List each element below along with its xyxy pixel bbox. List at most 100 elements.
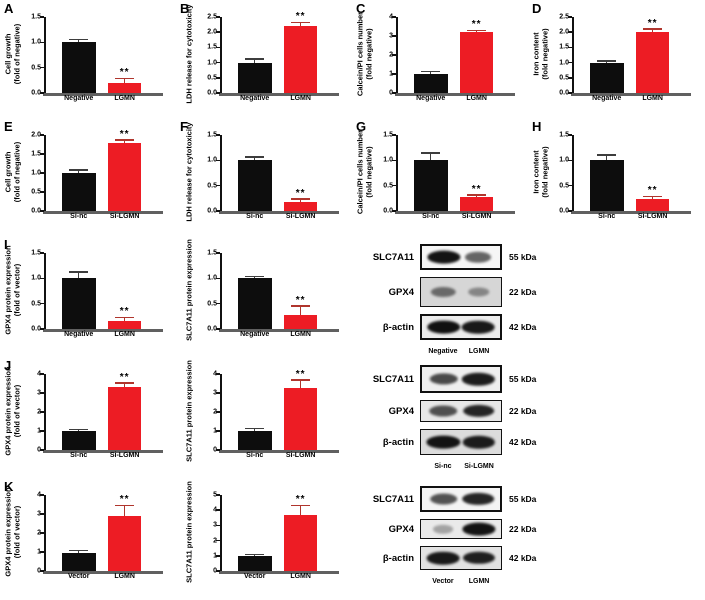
blot-lane-box [420,365,502,393]
protein-band-negative [431,287,456,297]
bar-negative [589,62,624,93]
y-axis-line [220,374,222,450]
y-tick-label: 0 [37,568,41,575]
y-axis-label-text: Calcein/PI cells number (fold negative) [356,12,375,96]
y-axis-label-line: Cell growth [3,151,13,193]
lane-label-negative: Negative [428,348,458,355]
x-category-lgmn: LGMN [114,573,135,580]
x-axis-category-labels: Si-nc Si-LGMN [572,211,684,224]
y-axis-tick [216,570,220,572]
molecular-weight-label: 55 kDa [509,374,537,384]
significance-stars: ** [647,185,658,197]
y-tick-label: 3 [389,33,393,40]
error-bar-stem [254,429,256,431]
western-blot-sinc-silgmn: SLC7A11 55 kDa GPX4 22 kDa β-actin 42 kDa Si-n… [356,365,601,474]
y-axis-label-line: (fold negative) [365,146,374,198]
x-category-si-nc: Si-nc [598,213,616,220]
significance-stars: ** [295,187,306,199]
error-bar-cap [643,28,663,30]
bar-negative [413,74,448,93]
blot-protein-label: β-actin [382,552,414,564]
y-axis-tick [40,252,44,254]
error-bar-cap [291,505,311,507]
plot-column: ** Si-nc Si-LGMN [568,134,691,224]
lane-label-vector: Vector [432,578,454,585]
plot-area: ** [40,371,163,453]
protein-band-si-nc [429,373,459,385]
error-bar-cap [115,505,135,507]
y-tick-label: 0 [213,447,217,454]
y-axis-tick [40,411,44,413]
blot-protein-label: GPX4 [388,405,414,417]
y-tick-label: 0.5 [559,182,569,190]
y-axis-tick-labels: 0 1 2 3 4 [378,14,396,97]
y-axis-line [44,135,46,211]
error-bar-cap [115,382,135,384]
y-axis-label-line: (fold negative) [365,28,374,80]
error-bar-stem [430,72,432,74]
y-tick-label: 0.0 [559,89,569,97]
plot-area: ** [40,494,163,574]
y-axis-label-line: SLC7A11 protein expression [184,239,194,341]
y-axis-label: GPX4 protein expression (fold of vector) [0,366,26,455]
y-tick-label: 4 [389,14,393,21]
plot-area: ** [216,494,339,574]
y-axis-label-text: SLC7A11 protein expression [184,360,193,462]
y-tick-label: 1.5 [31,249,41,257]
x-axis-line [219,92,339,96]
bar-si-lgmn [107,142,142,211]
row-5: K GPX4 protein expression (fold of vector)… [0,478,705,599]
y-axis-label-line: (fold of vector) [13,263,22,317]
y-tick-label: 3 [213,390,217,397]
western-blot-vector-lgmn: SLC7A11 55 kDa GPX4 22 kDa β-actin 42 kDa Vect… [356,486,601,589]
y-axis-label-text: GPX4 protein expression (fold of vector) [4,366,23,455]
error-bar-stem [254,554,256,556]
y-axis-tick-labels: 0.0 0.5 1.0 1.5 [26,14,44,97]
y-axis-tick [568,16,572,18]
x-category-lgmn: LGMN [290,331,311,338]
y-axis-tick-labels: 0.0 0.5 1.0 1.5 [202,132,220,215]
y-axis-tick [40,277,44,280]
protein-band-si-lgmn [462,404,495,418]
x-category-si-lgmn: Si-LGMN [461,213,492,220]
blot-row-gpx4: GPX4 22 kDa [356,400,601,422]
significance-stars: ** [119,371,130,383]
panel-letter-C: C [356,1,366,16]
y-axis-label-text: Iron content (fold negative) [532,146,551,197]
error-bar-cap [69,550,89,552]
y-tick-label: 0.0 [31,89,41,97]
blot-row--actin: β-actin 42 kDa [356,429,601,455]
y-axis-line [396,17,398,93]
panel-letter-A: A [4,1,14,16]
blot-row-slc7a11: SLC7A11 55 kDa [356,365,601,393]
y-axis-tick [40,532,44,534]
protein-band-vector [433,524,454,534]
y-axis-tick [392,54,396,56]
y-axis-tick [216,373,220,375]
error-bar-cap [245,275,265,278]
bar-si-nc [61,173,96,211]
panel-letter-H: H [532,119,542,134]
x-axis-line [395,92,515,96]
y-axis-tick-labels: 0 1 2 3 4 5 [202,492,220,575]
x-category-si-nc: Si-nc [422,213,440,220]
y-axis-tick [40,570,44,572]
y-axis-tick [392,184,396,187]
bar-si-nc [237,431,272,450]
y-axis-line [220,135,222,211]
y-tick-label: 0.0 [207,325,217,333]
y-tick-label: 4 [213,507,217,514]
molecular-weight-label: 22 kDa [509,406,537,416]
plot-column: ** Si-nc Si-LGMN [40,371,163,463]
bar-si-lgmn [459,197,494,211]
x-axis-category-labels: Negative LGMN [220,329,332,342]
y-tick-label: 1.5 [559,131,569,139]
x-category-lgmn: LGMN [290,95,311,102]
x-axis-category-labels: Si-nc Si-LGMN [220,450,332,463]
y-axis-tick-labels: 0.0 0.5 1.0 1.5 [554,131,572,215]
x-category-si-nc: Si-nc [70,452,88,459]
y-axis-label-text: Calcein/PI cells number (fold negative) [356,130,375,214]
error-bar-stem [651,197,654,200]
y-axis-tick [392,92,396,94]
error-bar-cap [115,139,135,141]
